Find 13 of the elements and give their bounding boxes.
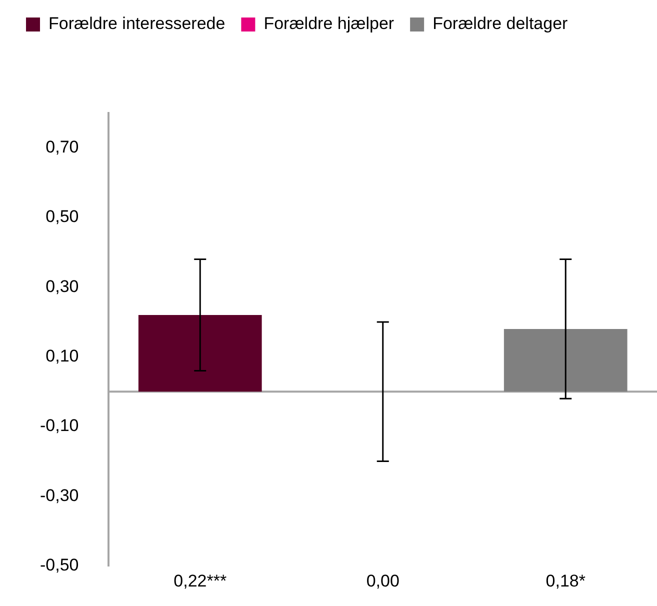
y-tick-label: 0,10 [46,346,79,366]
x-tick-label: 0,18* [546,572,586,591]
y-tick-label: -0,10 [40,416,79,436]
x-tick-label: 0,00 [366,572,400,591]
y-tick-label: 0,30 [46,276,79,296]
legend-label: Forældre deltager [432,14,568,34]
x-tick-label: 0,22*** [174,572,227,591]
legend-label: Forældre hjælper [264,14,394,34]
y-tick-label: -0,50 [40,555,79,574]
y-tick-label: -0,30 [40,486,79,505]
y-tick-label: 0,50 [46,207,79,226]
legend-label: Forældre interesserede [48,14,226,34]
y-tick-label: 0,70 [46,138,79,157]
